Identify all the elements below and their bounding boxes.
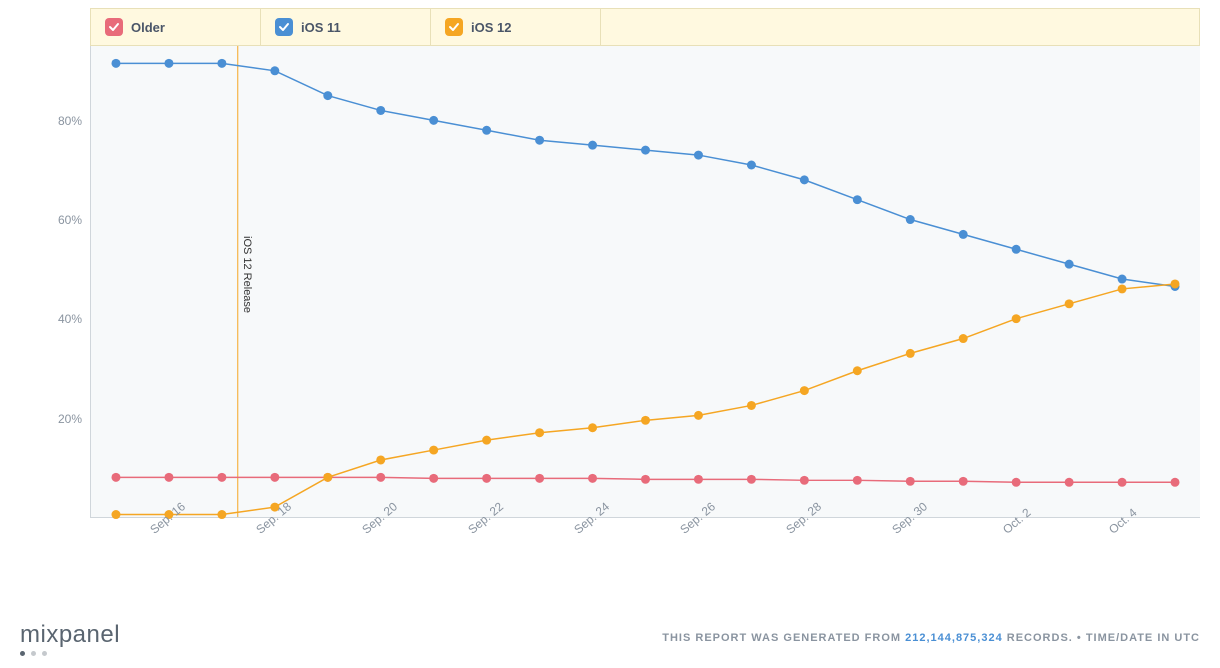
series-marker-older[interactable] [482,474,491,483]
series-marker-ios12[interactable] [323,473,332,482]
series-marker-ios12[interactable] [800,386,809,395]
series-marker-ios12[interactable] [535,428,544,437]
series-marker-ios11[interactable] [959,230,968,239]
series-marker-ios12[interactable] [376,455,385,464]
legend-checkbox-ios11[interactable] [275,18,293,36]
y-axis: 20% 40% 60% 80% [20,46,90,518]
series-marker-ios11[interactable] [164,59,173,68]
series-marker-ios12[interactable] [906,349,915,358]
series-marker-ios11[interactable] [1065,260,1074,269]
series-marker-older[interactable] [1118,478,1127,487]
logo-dots [20,651,120,656]
series-marker-ios11[interactable] [853,195,862,204]
series-marker-older[interactable] [641,475,650,484]
chart-container: Older iOS 11 iOS 12 20% 40% 60% 80% iOS 12 Re… [20,8,1200,578]
series-marker-older[interactable] [1171,478,1180,487]
logo-text: mixpanel [20,621,120,649]
series-marker-ios11[interactable] [376,106,385,115]
series-marker-ios11[interactable] [800,175,809,184]
series-marker-older[interactable] [800,476,809,485]
chart-svg [91,46,1200,517]
legend-checkbox-older[interactable] [105,18,123,36]
plot-area: iOS 12 Release [90,46,1200,518]
series-marker-older[interactable] [217,473,226,482]
series-marker-ios12[interactable] [959,334,968,343]
legend-item-older[interactable]: Older [91,9,261,45]
footer-records-count: 212,144,875,324 [905,632,1003,644]
series-marker-older[interactable] [694,475,703,484]
legend-item-ios12[interactable]: iOS 12 [431,9,601,45]
footer: mixpanel THIS REPORT WAS GENERATED FROM … [20,618,1200,658]
series-marker-ios11[interactable] [323,91,332,100]
series-marker-older[interactable] [1012,478,1021,487]
legend-label-older: Older [131,20,165,35]
x-axis: Sep. 16Sep. 18Sep. 20Sep. 22Sep. 24Sep. … [90,518,1200,578]
series-marker-older[interactable] [376,473,385,482]
series-marker-older[interactable] [959,477,968,486]
series-marker-ios11[interactable] [270,66,279,75]
y-tick: 60% [58,213,82,227]
series-marker-ios11[interactable] [747,160,756,169]
series-marker-ios11[interactable] [1118,275,1127,284]
footer-report-text: THIS REPORT WAS GENERATED FROM 212,144,8… [662,632,1200,644]
series-marker-ios11[interactable] [482,126,491,135]
series-marker-ios12[interactable] [429,446,438,455]
series-marker-ios11[interactable] [906,215,915,224]
footer-prefix: THIS REPORT WAS GENERATED FROM [662,632,905,644]
legend-label-ios11: iOS 11 [301,20,341,35]
series-marker-ios12[interactable] [747,401,756,410]
series-marker-ios12[interactable] [1171,279,1180,288]
series-marker-ios12[interactable] [1118,284,1127,293]
y-tick: 80% [58,114,82,128]
series-marker-older[interactable] [906,477,915,486]
series-marker-ios12[interactable] [588,423,597,432]
legend-bar: Older iOS 11 iOS 12 [90,8,1200,46]
series-marker-older[interactable] [270,473,279,482]
series-marker-ios11[interactable] [588,141,597,150]
annotation-label: iOS 12 Release [241,236,253,313]
series-marker-ios11[interactable] [641,146,650,155]
series-marker-ios12[interactable] [482,436,491,445]
series-marker-ios12[interactable] [641,416,650,425]
legend-checkbox-ios12[interactable] [445,18,463,36]
series-marker-ios11[interactable] [111,59,120,68]
series-marker-older[interactable] [164,473,173,482]
series-marker-older[interactable] [853,476,862,485]
series-marker-ios11[interactable] [429,116,438,125]
series-marker-older[interactable] [747,475,756,484]
legend-label-ios12: iOS 12 [471,20,511,35]
series-marker-ios12[interactable] [694,411,703,420]
legend-item-ios11[interactable]: iOS 11 [261,9,431,45]
y-tick: 40% [58,312,82,326]
mixpanel-logo: mixpanel [20,621,120,656]
series-marker-older[interactable] [429,474,438,483]
series-marker-ios11[interactable] [217,59,226,68]
y-tick: 20% [58,412,82,426]
series-marker-older[interactable] [588,474,597,483]
series-marker-ios12[interactable] [853,366,862,375]
series-marker-ios12[interactable] [1012,314,1021,323]
footer-tz: • TIME/DATE IN UTC [1077,632,1200,644]
series-marker-ios11[interactable] [694,151,703,160]
series-marker-ios11[interactable] [535,136,544,145]
series-marker-older[interactable] [1065,478,1074,487]
series-marker-older[interactable] [535,474,544,483]
footer-records-suffix: RECORDS. [1003,632,1077,644]
series-marker-ios12[interactable] [1065,299,1074,308]
series-marker-ios11[interactable] [1012,245,1021,254]
series-marker-older[interactable] [111,473,120,482]
